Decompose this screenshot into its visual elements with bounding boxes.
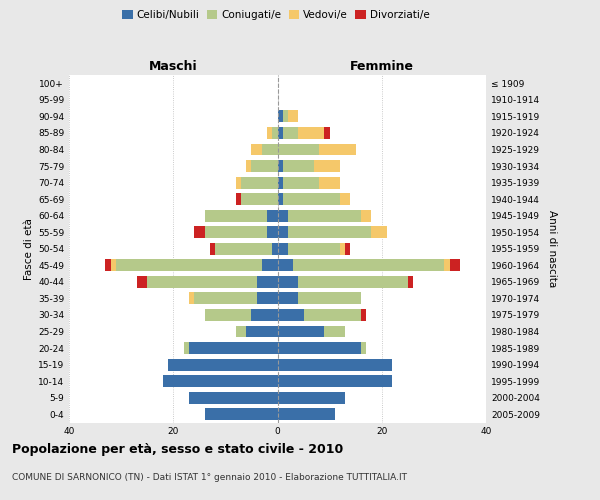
Bar (277, 243, 288, 254)
Bar (283, 193, 340, 205)
Bar (236, 176, 241, 188)
Bar (205, 408, 277, 420)
Bar (251, 160, 277, 172)
Bar (371, 226, 387, 238)
Legend: Celibi/Nubili, Coniugati/e, Vedovi/e, Divorziati/e: Celibi/Nubili, Coniugati/e, Vedovi/e, Di… (118, 6, 434, 25)
Bar (304, 309, 361, 321)
Bar (246, 326, 277, 338)
Bar (147, 276, 257, 288)
Bar (241, 176, 277, 188)
Bar (215, 243, 272, 254)
Bar (408, 276, 413, 288)
Bar (277, 127, 283, 139)
Bar (111, 260, 116, 272)
Bar (251, 144, 262, 156)
Bar (277, 292, 298, 304)
Bar (340, 193, 350, 205)
Text: Maschi: Maschi (149, 60, 197, 72)
Bar (277, 226, 288, 238)
Bar (340, 243, 345, 254)
Text: Femmine: Femmine (350, 60, 414, 72)
Bar (319, 144, 356, 156)
Bar (272, 127, 277, 139)
Y-axis label: Fasce di età: Fasce di età (24, 218, 34, 280)
Bar (283, 160, 314, 172)
Bar (444, 260, 449, 272)
Bar (236, 193, 241, 205)
Bar (277, 342, 361, 354)
Text: COMUNE DI SARNONICO (TN) - Dati ISTAT 1° gennaio 2010 - Elaborazione TUTTITALIA.: COMUNE DI SARNONICO (TN) - Dati ISTAT 1°… (12, 472, 407, 482)
Bar (194, 292, 257, 304)
Bar (205, 226, 267, 238)
Bar (314, 160, 340, 172)
Bar (277, 276, 298, 288)
Bar (283, 176, 319, 188)
Bar (257, 292, 277, 304)
Bar (257, 276, 277, 288)
Bar (184, 342, 189, 354)
Bar (283, 110, 288, 122)
Bar (319, 176, 340, 188)
Bar (288, 110, 298, 122)
Bar (272, 243, 277, 254)
Bar (267, 127, 272, 139)
Bar (189, 292, 194, 304)
Bar (288, 210, 361, 222)
Bar (267, 226, 277, 238)
Bar (106, 260, 111, 272)
Bar (205, 210, 267, 222)
Bar (277, 309, 304, 321)
Bar (168, 358, 277, 370)
Bar (277, 260, 293, 272)
Bar (267, 210, 277, 222)
Bar (277, 210, 288, 222)
Bar (298, 292, 361, 304)
Text: Popolazione per età, sesso e stato civile - 2010: Popolazione per età, sesso e stato civil… (12, 442, 343, 456)
Bar (288, 243, 340, 254)
Bar (361, 309, 366, 321)
Bar (251, 309, 277, 321)
Bar (298, 276, 408, 288)
Bar (210, 243, 215, 254)
Y-axis label: Anni di nascita: Anni di nascita (547, 210, 557, 288)
Bar (163, 375, 277, 387)
Bar (189, 342, 277, 354)
Bar (262, 144, 277, 156)
Bar (277, 408, 335, 420)
Bar (205, 309, 251, 321)
Bar (241, 193, 277, 205)
Bar (277, 326, 325, 338)
Bar (298, 127, 325, 139)
Bar (361, 210, 371, 222)
Bar (277, 144, 319, 156)
Bar (236, 326, 246, 338)
Bar (277, 160, 283, 172)
Bar (277, 110, 283, 122)
Bar (361, 342, 366, 354)
Bar (116, 260, 262, 272)
Bar (277, 392, 345, 404)
Bar (277, 358, 392, 370)
Bar (246, 160, 251, 172)
Bar (277, 193, 283, 205)
Bar (293, 260, 444, 272)
Bar (194, 226, 205, 238)
Bar (262, 260, 277, 272)
Bar (325, 326, 345, 338)
Bar (288, 226, 371, 238)
Bar (277, 375, 392, 387)
Bar (449, 260, 460, 272)
Bar (325, 127, 329, 139)
Bar (283, 127, 298, 139)
Bar (137, 276, 147, 288)
Bar (189, 392, 277, 404)
Bar (345, 243, 350, 254)
Bar (277, 176, 283, 188)
